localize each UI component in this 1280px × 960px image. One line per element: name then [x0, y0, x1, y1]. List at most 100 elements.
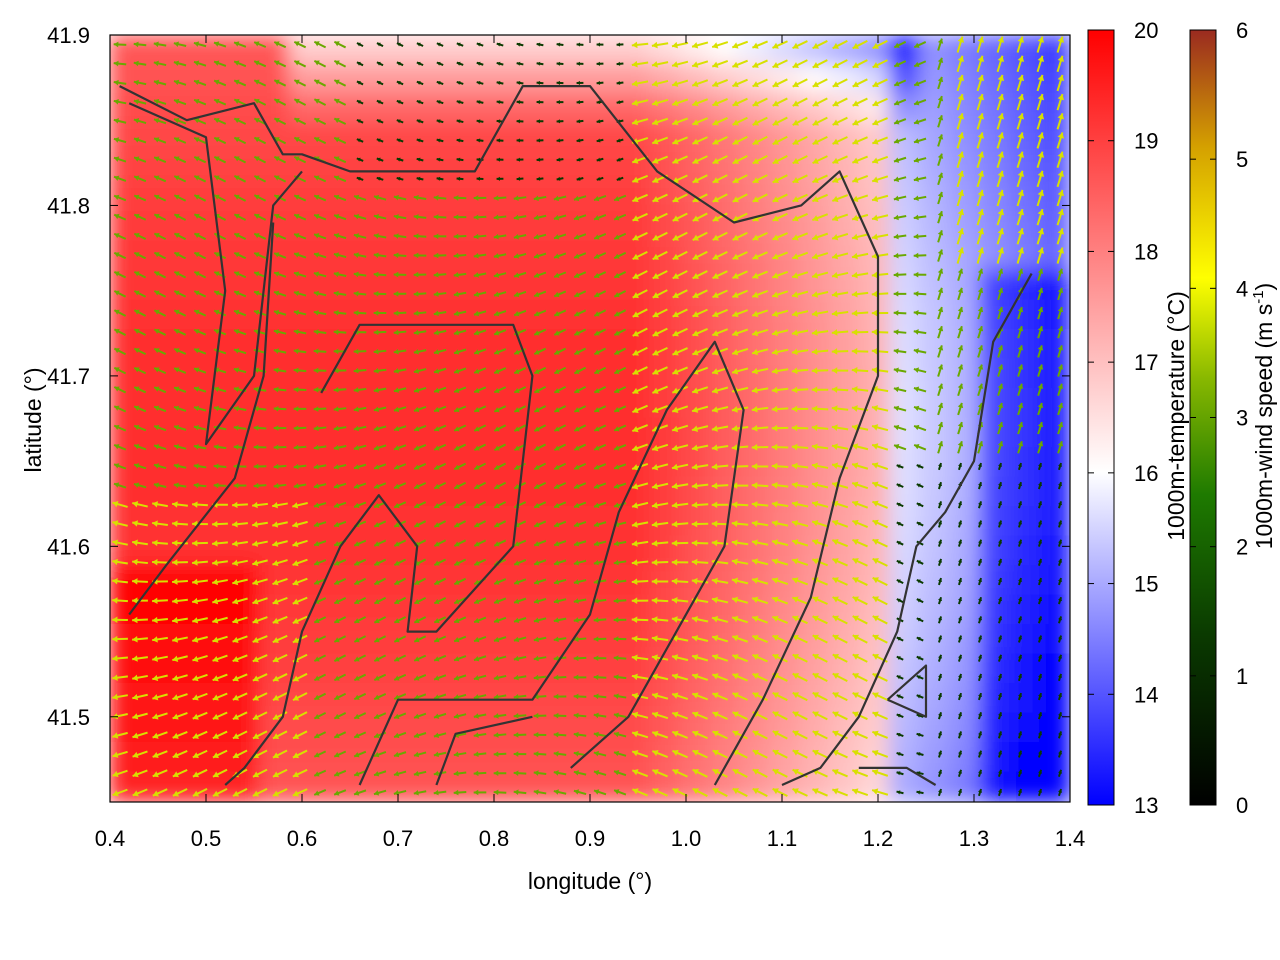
wind-arrow-head [153, 482, 159, 489]
wind-arrow-head [632, 272, 639, 279]
wind-arrow-head [533, 214, 539, 221]
wind-arrow-head [453, 291, 459, 297]
wind-arrow-head [194, 386, 200, 392]
wind-arrow-head [631, 616, 638, 624]
wind-arrow-head [573, 617, 579, 623]
wind-arrow-head [651, 597, 658, 604]
wind-arrow-head [596, 42, 600, 47]
wind-arrow-head [791, 462, 798, 470]
temperature-cell [110, 417, 141, 449]
wind-arrow-head [672, 673, 679, 680]
wind-arrow-head [812, 596, 819, 603]
wind-arrow-head [274, 213, 280, 220]
wind-arrow-head [831, 291, 838, 298]
wind-arrow-head [651, 482, 659, 490]
wind-arrow-head [812, 234, 819, 241]
wind-arrow-head [752, 253, 759, 260]
wind-arrow-head [896, 637, 901, 641]
temperature-cell [409, 35, 441, 66]
wind-arrow-head [1037, 170, 1045, 178]
temperature-cell [1039, 122, 1070, 154]
wind-arrow-head [852, 769, 859, 776]
wind-arrow-head [556, 100, 560, 105]
wind-arrow-head [632, 426, 639, 433]
wind-arrow-head [173, 41, 179, 47]
wind-arrow-head [614, 234, 620, 240]
wind-arrow-head [393, 233, 399, 239]
wind-arrow-head [212, 636, 219, 643]
wind-arrow-head [553, 693, 559, 700]
wind-arrow-head [893, 271, 899, 278]
wind-arrow-head [596, 61, 601, 66]
wind-arrow-head [651, 635, 658, 642]
temperature-cell [949, 211, 981, 243]
wind-arrow-head [691, 539, 698, 547]
wind-arrow-head [434, 406, 440, 413]
wind-arrow-head [394, 483, 400, 489]
wind-arrow-head [292, 617, 299, 624]
wind-arrow-head [434, 541, 440, 547]
wind-arrow-head [114, 233, 120, 239]
wind-arrow-head [114, 367, 120, 373]
wind-arrow-head [133, 60, 139, 67]
temperature-cell [979, 270, 1011, 302]
temperature-cell [349, 417, 381, 449]
temperature-cell [559, 535, 591, 567]
wind-arrow-head [938, 673, 943, 678]
wind-arrow-head [494, 579, 500, 585]
wind-arrow-head [212, 675, 219, 682]
wind-arrow-head [232, 675, 239, 682]
wind-arrow-head [672, 215, 679, 222]
wind-arrow-head [214, 60, 220, 66]
wind-arrow-head [812, 176, 819, 183]
wind-arrow-head [752, 692, 759, 699]
wind-arrow-head [354, 579, 360, 585]
wind-arrow-head [574, 272, 580, 278]
wind-arrow-head [672, 349, 679, 356]
wind-arrow-head [712, 406, 719, 413]
wind-arrow-head [494, 330, 500, 336]
temperature-cell [889, 329, 921, 361]
temperature-cell [949, 417, 981, 449]
wind-arrow-head [494, 483, 500, 489]
wind-arrow-head [374, 637, 380, 643]
wind-arrow-head [194, 233, 200, 239]
wind-arrow-head [752, 42, 759, 49]
wind-arrow-head [978, 558, 983, 563]
wind-arrow-head [998, 788, 1003, 793]
temperature-cell [379, 358, 411, 390]
wind-arrow-head [894, 61, 900, 68]
wind-arrow-head [1017, 383, 1024, 389]
wind-arrow-head [454, 579, 460, 585]
wind-arrow-head [433, 751, 439, 758]
wind-arrow-head [273, 463, 279, 470]
wind-arrow-head [554, 502, 560, 509]
wind-arrow-head [593, 712, 599, 719]
wind-arrow-head [732, 673, 739, 680]
wind-arrow-head [616, 176, 621, 181]
wind-arrow-head [252, 752, 260, 759]
wind-arrow-head [671, 463, 678, 471]
temperature-cell [679, 63, 711, 95]
temperature-cell [379, 535, 411, 567]
contour-line-1 [128, 102, 303, 446]
wind-arrow-head [732, 253, 739, 260]
wind-arrow-head [997, 74, 1005, 82]
wind-arrow-head [958, 558, 963, 563]
wind-arrow-head [334, 502, 340, 509]
wind-arrow-head [553, 712, 559, 719]
wind-arrow-head [1017, 364, 1024, 370]
wind-arrow-head [896, 502, 901, 507]
wind-arrow-head [893, 291, 899, 297]
y-axis: 41.541.641.741.841.9 [47, 23, 1070, 730]
temperature-cell [979, 181, 1011, 213]
wind-arrow-head [652, 330, 659, 337]
temperature-cell [379, 329, 411, 361]
wind-arrow-head [938, 788, 943, 793]
temperature-cell [409, 447, 441, 479]
wind-arrow-head [333, 464, 340, 470]
wind-arrow-head [474, 330, 480, 336]
wind-arrow-head [632, 292, 640, 299]
wind-arrow-head [334, 675, 340, 681]
wind-arrow-head [112, 655, 118, 662]
